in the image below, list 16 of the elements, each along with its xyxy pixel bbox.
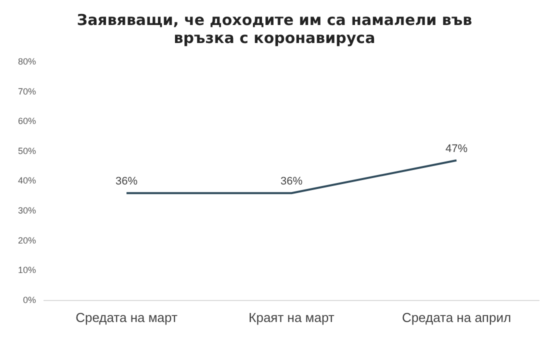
- x-tick-label: Средата на март: [76, 310, 178, 325]
- data-label: 36%: [280, 176, 303, 188]
- y-tick-label: 0%: [23, 294, 36, 305]
- chart-title: Заявяващи, че доходите им са намалели във връзка с коронавируса: [76, 10, 472, 47]
- y-tick-label: 10%: [18, 265, 36, 276]
- y-tick-label: 80%: [18, 56, 36, 66]
- data-label: 36%: [115, 176, 138, 188]
- x-tick-label: Средата на април: [402, 310, 512, 325]
- y-tick-label: 70%: [18, 86, 36, 96]
- y-tick-label: 20%: [18, 235, 36, 246]
- y-tick-label: 30%: [18, 205, 36, 216]
- y-tick-label: 50%: [18, 146, 36, 156]
- y-tick-label: 60%: [18, 116, 36, 126]
- data-label: 47%: [445, 142, 468, 155]
- y-tick-label: 40%: [18, 176, 36, 186]
- x-tick-label: Краят на март: [248, 310, 334, 325]
